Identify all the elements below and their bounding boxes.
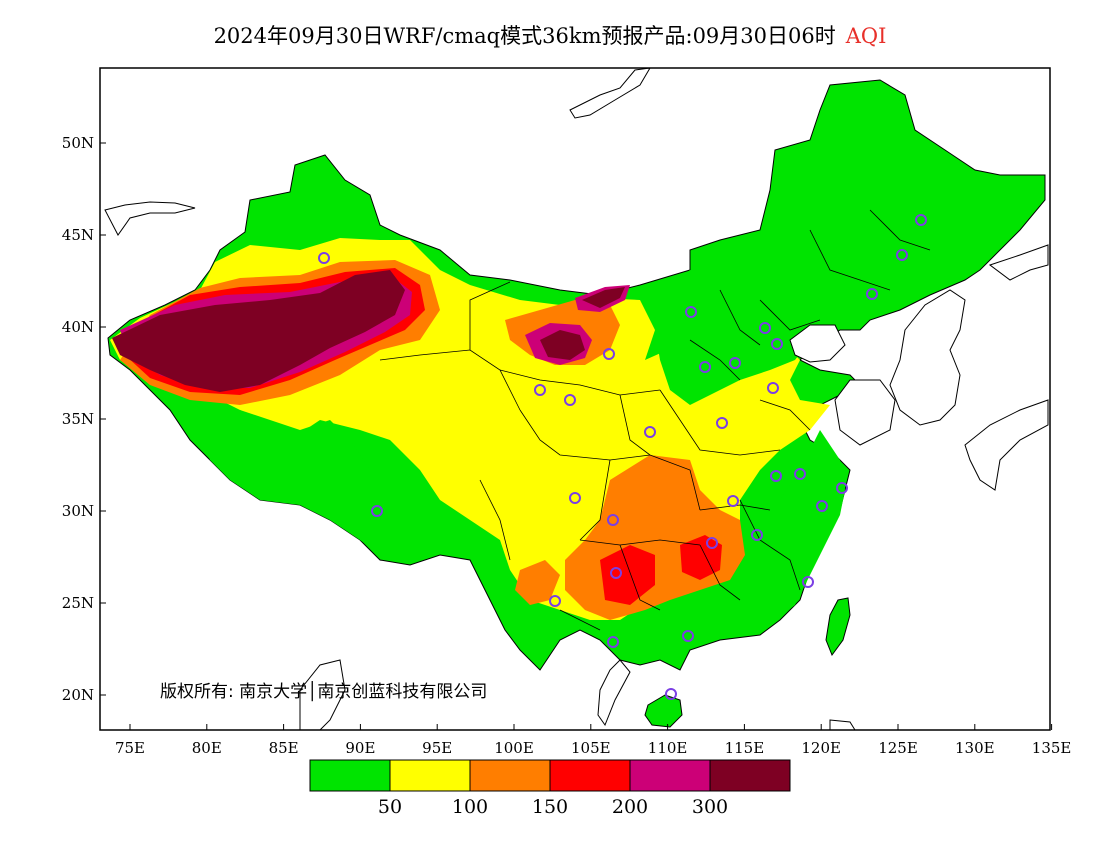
station-marker: [896, 249, 908, 261]
station-marker: [371, 505, 383, 517]
aqi-band-maroon-inner: [582, 287, 625, 308]
aqi-band-maroon-taklamakan: [112, 270, 405, 392]
station-marker: [610, 567, 622, 579]
station-marker: [816, 500, 828, 512]
lat-label: 25N: [62, 594, 94, 612]
lat-label: 35N: [62, 410, 94, 428]
map-frame: [99, 67, 1051, 731]
aqi-band-orange-west: [515, 560, 560, 605]
legend-label: 150: [532, 796, 568, 818]
province-boundaries: [379, 209, 931, 631]
aqi-legend: 50 100 150 200 300: [309, 759, 791, 818]
station-marker: [549, 595, 561, 607]
lat-label: 40N: [62, 318, 94, 336]
station-marker: [866, 288, 878, 300]
station-marker: [802, 576, 814, 588]
neighbor-coastlines: [104, 68, 1049, 730]
lat-label: 45N: [62, 226, 94, 244]
lon-label: 135E: [1032, 739, 1072, 757]
legend-label: 50: [378, 796, 402, 818]
station-marker: [644, 426, 656, 438]
lon-label: 130E: [955, 739, 995, 757]
station-marker: [682, 630, 694, 642]
lon-label: 120E: [801, 739, 841, 757]
hainan-island: [644, 694, 683, 728]
lon-label: 85E: [269, 739, 299, 757]
legend-label: 200: [612, 796, 648, 818]
station-marker: [534, 384, 546, 396]
station-marker: [607, 636, 619, 648]
legend-swatch: [309, 759, 391, 792]
title-text: 2024年09月30日WRF/cmaq模式36km预报产品:09月30日06时: [213, 24, 836, 48]
station-marker: [727, 495, 739, 507]
aqi-band-green-se: [730, 430, 845, 635]
lat-label: 30N: [62, 502, 94, 520]
lat-label: 50N: [62, 134, 94, 152]
lon-label: 75E: [115, 739, 145, 757]
station-marker: [564, 394, 576, 406]
aqi-band-green-inner: [190, 410, 440, 560]
station-marker: [706, 537, 718, 549]
station-marker: [685, 306, 697, 318]
station-marker: [569, 492, 581, 504]
lon-label: 125E: [878, 739, 918, 757]
station-marker: [751, 529, 763, 541]
aqi-band-red-guizhou: [600, 545, 655, 605]
lon-label: 115E: [725, 739, 765, 757]
station-marker: [794, 468, 806, 480]
latitude-axis: 50N 45N 40N 35N 30N 25N 20N: [62, 134, 106, 704]
map-title: 2024年09月30日WRF/cmaq模式36km预报产品:09月30日06时 A…: [0, 20, 1100, 50]
lon-label: 90E: [345, 739, 375, 757]
bohai-sea: [789, 324, 846, 363]
legend-label: 300: [692, 796, 728, 818]
station-marker: [607, 514, 619, 526]
station-marker: [836, 482, 848, 494]
station-marker: [665, 688, 677, 700]
station-markers: [318, 214, 927, 700]
lat-label: 20N: [62, 686, 94, 704]
station-marker: [767, 382, 779, 394]
variable-label: AQI: [845, 24, 887, 48]
legend-swatch: [389, 759, 471, 792]
copyright-text: 版权所有: 南京大学│南京创蓝科技有限公司: [160, 681, 487, 702]
lon-label: 110E: [648, 739, 688, 757]
lon-label: 100E: [494, 739, 534, 757]
station-marker: [318, 252, 330, 264]
lon-label: 105E: [571, 739, 611, 757]
station-marker: [716, 417, 728, 429]
longitude-axis: 75E 80E 85E 90E 95E 100E 105E 110E 115E 120E 125E 1…: [115, 724, 1071, 757]
aqi-band-green-hebei: [650, 270, 810, 405]
legend-swatch: [709, 759, 791, 792]
station-marker: [759, 322, 771, 334]
legend-swatch: [469, 759, 551, 792]
station-marker: [603, 348, 615, 360]
station-marker: [699, 361, 711, 373]
legend-swatch: [549, 759, 631, 792]
legend-label: 100: [452, 796, 488, 818]
lon-label: 80E: [192, 739, 222, 757]
station-marker: [771, 338, 783, 350]
legend-swatch: [629, 759, 711, 792]
lon-label: 95E: [422, 739, 452, 757]
taiwan-island: [825, 597, 851, 657]
station-marker: [729, 357, 741, 369]
station-marker: [770, 470, 782, 482]
station-marker: [915, 214, 927, 226]
yellow-sea: [834, 379, 896, 446]
aqi-band-maroon-ningxia: [540, 330, 585, 360]
map-canvas: [104, 68, 1049, 730]
